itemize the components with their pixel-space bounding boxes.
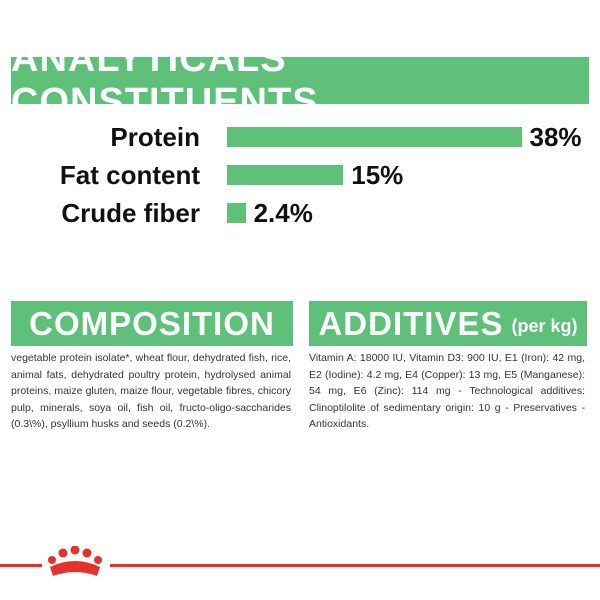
crude-fiber-label: Crude fiber: [61, 198, 200, 228]
fat-content-bar: [227, 165, 344, 185]
footer-rule-right: [110, 564, 600, 567]
analyticals-title-banner: ANALYTICALS CONSTITUENTS: [11, 38, 589, 123]
fat-content-value: 15%: [351, 160, 404, 190]
protein-label: Protein: [110, 122, 200, 152]
additives-title-banner: ADDITIVES (per kg): [309, 301, 587, 346]
fat-content-label: Fat content: [59, 160, 200, 190]
additives-title: ADDITIVES: [318, 304, 504, 342]
protein-bar: [227, 127, 522, 147]
additives-text: Vitamin A: 18000 IU, Vitamin D3: 900 IU,…: [309, 352, 585, 430]
royal-canin-crown-icon: [48, 546, 102, 576]
composition-text: vegetable protein isolate*, wheat flour,…: [11, 352, 291, 430]
composition-title-banner: COMPOSITION: [11, 301, 293, 346]
crude-fiber-value: 2.4%: [253, 198, 313, 228]
footer-rule-left: [0, 564, 42, 567]
additives-unit: (per kg): [511, 316, 578, 336]
crude-fiber-bar: [227, 203, 246, 223]
composition-title: COMPOSITION: [29, 304, 275, 342]
analyticals-title: ANALYTICALS CONSTITUENTS: [11, 37, 319, 123]
protein-value: 38%: [529, 122, 582, 152]
